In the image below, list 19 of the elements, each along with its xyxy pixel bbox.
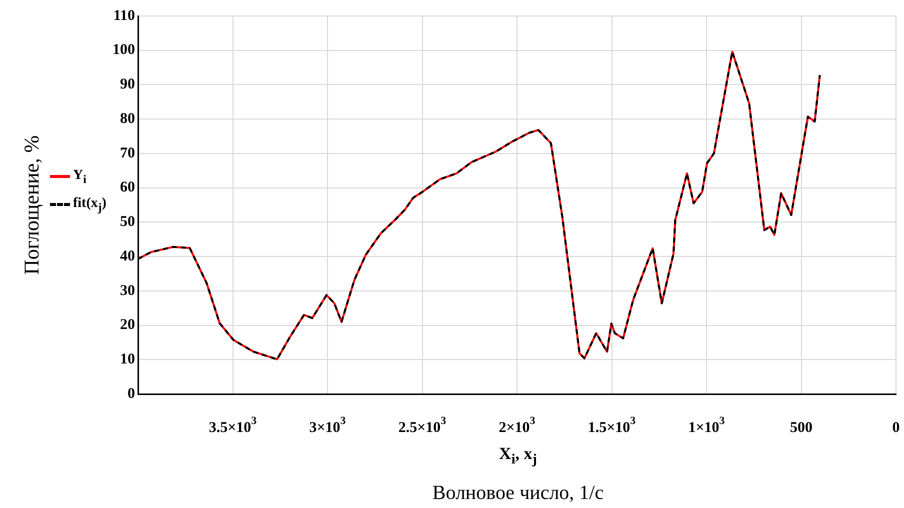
legend-label: fit(x$_{j}$) (73, 196, 106, 214)
text: Волновое число, 1/с (432, 482, 604, 505)
legend-label: Y$_{i}$ (73, 168, 86, 186)
x-tick-label: 0 (892, 420, 900, 436)
y-tick-label: 30 (120, 282, 135, 299)
y-tick-label: 80 (120, 110, 135, 127)
y-tick-label: 10 (120, 352, 135, 368)
x-axis-title: X$_{i}$, x$_{j}$ (499, 444, 537, 468)
y-tick-label: 90 (120, 76, 135, 93)
y-tick-label: 60 (120, 180, 135, 196)
y-tick-label: 70 (120, 145, 135, 162)
y-axis-title: Поглощение, % (20, 135, 44, 275)
y-tick-label: 50 (120, 214, 135, 230)
y-tick-label: 20 (120, 317, 135, 334)
y-tick-label: 0 (128, 386, 135, 402)
x-tick-label: 500 (790, 420, 812, 436)
y-tick-label: 40 (120, 248, 135, 264)
y-tick-label: 110 (113, 8, 135, 24)
y-tick-label: 100 (112, 42, 135, 58)
